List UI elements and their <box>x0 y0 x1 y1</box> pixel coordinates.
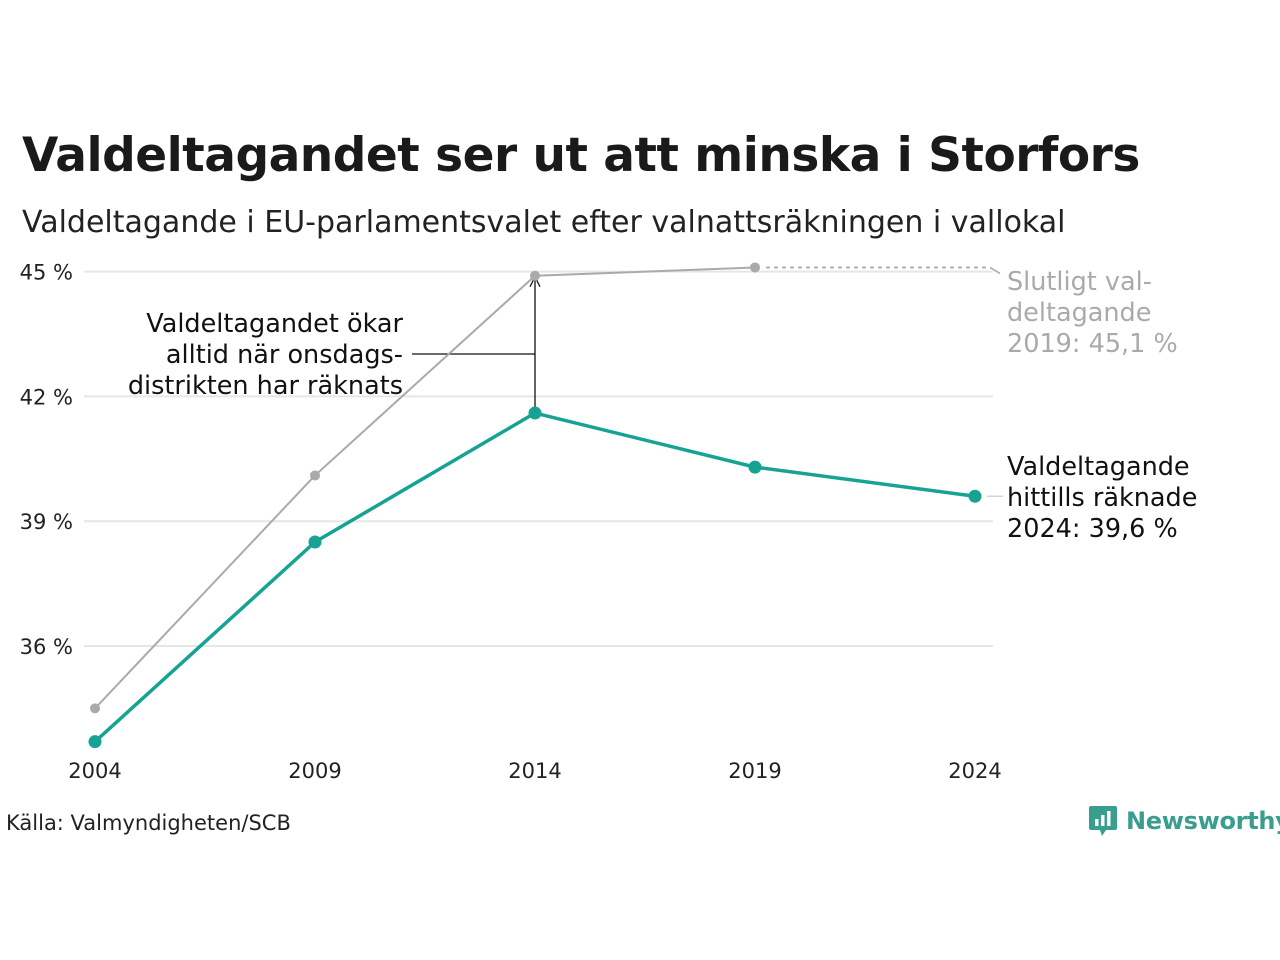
data-point-election_night <box>528 406 542 420</box>
x-tick-label: 2009 <box>288 759 341 783</box>
brand-name: Newsworthy <box>1126 807 1280 835</box>
x-axis-ticks: 2004 2009 2014 2019 2024 <box>68 759 1001 783</box>
data-point-final <box>750 262 760 273</box>
annotation-current2024-line: hittills räknade <box>1007 483 1197 513</box>
y-tick-label: 39 % <box>20 510 73 534</box>
newsworthy-bar-chart-icon <box>1089 806 1117 836</box>
data-point-final <box>530 270 540 281</box>
series-line-final <box>94 266 756 710</box>
y-tick-label: 42 % <box>20 385 73 409</box>
series <box>88 262 982 749</box>
annotation-final2019-line: Slutligt val- <box>1007 267 1152 297</box>
x-tick-label: 2024 <box>948 759 1001 783</box>
series-line-election_night <box>93 411 976 743</box>
source-note: Källa: Valmyndigheten/SCB <box>6 811 291 835</box>
annotation-connectors <box>412 266 1003 497</box>
data-point-final <box>90 703 100 714</box>
annotation-wednesday-line: alltid när onsdags- <box>166 340 403 370</box>
data-point-election_night <box>88 735 102 749</box>
y-tick-label: 45 % <box>20 261 73 285</box>
chart-title: Valdeltagandet ser ut att minska i Storf… <box>22 128 1140 183</box>
x-tick-label: 2019 <box>728 759 781 783</box>
data-point-final <box>310 470 320 481</box>
y-tick-label: 36 % <box>20 635 73 659</box>
annotation-final2019-line: deltagande <box>1007 298 1151 328</box>
line-chart: 36 % 39 % 42 % 45 % 2004 2009 2014 2019 2024 Va… <box>20 261 1198 783</box>
brand-logo[interactable]: Newsworthy <box>1088 804 1280 838</box>
x-tick-label: 2004 <box>68 759 121 783</box>
data-point-election_night <box>748 460 762 474</box>
annotation-wednesday-line: Valdeltagandet ökar <box>146 309 403 339</box>
grid-lines <box>84 270 993 647</box>
annotation-final2019-line: 2019: 45,1 % <box>1007 329 1178 359</box>
x-tick-label: 2014 <box>508 759 561 783</box>
annotation-wednesday-line: distrikten har räknats <box>128 371 403 401</box>
data-point-election_night <box>308 535 322 549</box>
chart-subtitle: Valdeltagande i EU-parlamentsvalet efter… <box>22 205 1066 240</box>
annotation-current2024-line: 2024: 39,6 % <box>1007 514 1178 544</box>
final-2019-leader-tick <box>989 266 1001 275</box>
data-point-election_night <box>968 489 982 503</box>
annotation-current2024-line: Valdeltagande <box>1007 452 1190 482</box>
y-axis-ticks: 36 % 39 % 42 % 45 % <box>20 261 73 659</box>
